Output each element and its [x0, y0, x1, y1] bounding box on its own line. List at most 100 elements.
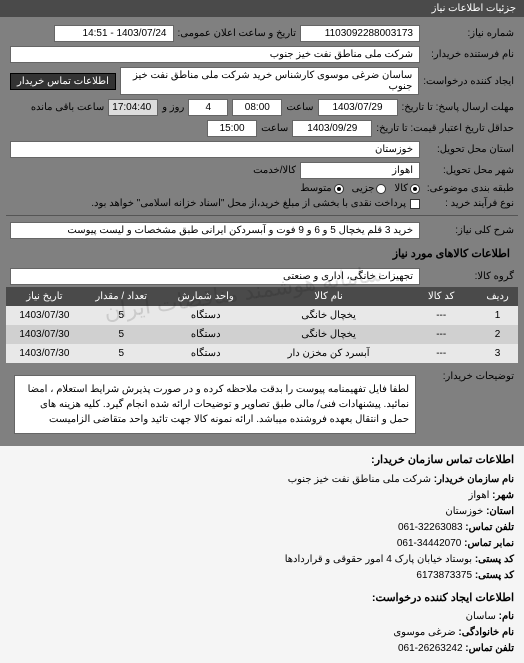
cb-postal: بوستاد خیابان پارک 4 امور حقوقی و قراردا…: [285, 554, 472, 565]
cb-city: اهواز: [469, 490, 490, 501]
cc-family-label: نام خانوادگی:: [458, 627, 514, 638]
value-buyer-org: شرکت ملی مناطق نفت خیز جنوب: [10, 46, 420, 63]
page-root: جزئیات اطلاعات نیاز شماره نیاز: 11030922…: [0, 0, 524, 663]
value-request-no: 1103092288003173: [300, 25, 420, 42]
label-process: نوع فرآیند خرید :: [424, 198, 514, 209]
value-summary: خرید 3 قلم یخچال 5 و 6 و 9 فوت و آبسردکن…: [10, 222, 420, 239]
contact-line: نام خانوادگی: ضرغی موسوی: [10, 625, 514, 641]
contact-buyer-section: اطلاعات تماس سازمان خریدار: نام سازمان خ…: [0, 446, 524, 663]
table-header: ردیف: [477, 287, 518, 306]
table-cell: دستگاه: [160, 344, 252, 363]
table-cell: 1: [477, 306, 518, 325]
label-cat-service: کالا/خدمت: [253, 165, 296, 176]
table-cell: ---: [405, 344, 477, 363]
contact-line: شهر: اهواز: [10, 488, 514, 504]
contact-buyer-title: اطلاعات تماس سازمان خریدار:: [10, 452, 514, 470]
table-cell: 5: [83, 325, 160, 344]
radio-partial[interactable]: جزیی: [352, 183, 387, 194]
row-province: استان محل تحویل: خوزستان: [6, 139, 518, 160]
cb-postal-label: کد پستی:: [475, 554, 514, 565]
radio-label-medium: متوسط: [300, 183, 331, 194]
table-cell: 5: [83, 306, 160, 325]
value-deadline-time: 08:00: [232, 99, 282, 116]
row-process: نوع فرآیند خرید : پرداخت نقدی با بخشی از…: [6, 196, 518, 211]
table-cell: ---: [405, 325, 477, 344]
value-validity-date: 1403/09/29: [292, 120, 372, 137]
contact-line: نام سازمان خریدار: شرکت ملی مناطق نفت خی…: [10, 472, 514, 488]
row-validity: حداقل تاریخ اعتبار قیمت: تا تاریخ: 1403/…: [6, 118, 518, 139]
value-validity-time: 15:00: [207, 120, 257, 137]
contact-line: نمابر تماس: 34442070-061: [10, 536, 514, 552]
cb-org: شرکت ملی مناطق نفت خیز جنوب: [288, 474, 431, 485]
table-header: کد کالا: [405, 287, 477, 306]
value-city: اهواز: [300, 162, 420, 179]
label-city: شهر محل تحویل:: [424, 165, 514, 176]
contact-line: استان: خوزستان: [10, 504, 514, 520]
contact-line: تلفن تماس: 32263083-061: [10, 520, 514, 536]
table-cell: دستگاه: [160, 306, 252, 325]
divider: [6, 215, 518, 216]
row-deadline: مهلت ارسال پاسخ: تا تاریخ: 1403/07/29 سا…: [6, 97, 518, 118]
radio-dot-icon: [334, 184, 344, 194]
label-time-remain: ساعت باقی مانده: [31, 102, 104, 113]
checkbox-process[interactable]: [410, 199, 420, 209]
goods-section-title: اطلاعات کالاهای مورد نیاز: [6, 241, 518, 266]
cb-prov: خوزستان: [445, 506, 483, 517]
radio-label-kala: کالا: [394, 183, 408, 194]
radio-dot-icon: [376, 184, 386, 194]
label-request-no: شماره نیاز:: [424, 28, 514, 39]
row-goods-group: گروه کالا: تجهیزات خانگی، اداری و صنعتی: [6, 266, 518, 287]
label-province: استان محل تحویل:: [424, 144, 514, 155]
table-row: 2---یخچال خانگیدستگاه51403/07/30: [6, 325, 518, 344]
row-buyer-org: نام فرستنده خریدار: شرکت ملی مناطق نفت خ…: [6, 44, 518, 65]
label-time-1: ساعت: [286, 102, 313, 113]
value-goods-group: تجهیزات خانگی، اداری و صنعتی: [10, 268, 420, 285]
cc-phone: 26263242-061: [398, 643, 463, 654]
form-panel: شماره نیاز: 1103092288003173 تاریخ و ساع…: [0, 17, 524, 446]
value-province: خوزستان: [10, 141, 420, 158]
table-cell: 2: [477, 325, 518, 344]
label-goods-group: گروه کالا:: [424, 271, 514, 282]
contact-buyer-button[interactable]: اطلاعات تماس خریدار: [10, 73, 116, 90]
value-deadline-date: 1403/07/29: [318, 99, 398, 116]
table-cell: 5: [83, 344, 160, 363]
cb-fax-label: نمابر تماس:: [464, 538, 514, 549]
value-remarks: لطفا فایل تفهیمنامه پیوست را بدقت ملاحظه…: [14, 375, 416, 434]
label-announce: تاریخ و ساعت اعلان عمومی:: [178, 28, 297, 39]
table-row: 1---یخچال خانگیدستگاه51403/07/30: [6, 306, 518, 325]
cb-pc-label: کد پستی:: [475, 570, 514, 581]
radio-group-category: کالا جزیی متوسط: [300, 183, 420, 194]
radio-kala[interactable]: کالا: [394, 183, 420, 194]
contact-creator-title: اطلاعات ایجاد کننده درخواست:: [10, 590, 514, 608]
label-category: طبقه بندی موضوعی:: [424, 183, 514, 194]
row-category: طبقه بندی موضوعی: کالا جزیی متوسط: [6, 181, 518, 196]
table-cell: 1403/07/30: [6, 306, 83, 325]
table-cell: آبسرد کن مخزن دار: [252, 344, 406, 363]
row-city: شهر محل تحویل: اهواز کالا/خدمت: [6, 160, 518, 181]
table-cell: یخچال خانگی: [252, 325, 406, 344]
contact-line: کد پستی: بوستاد خیابان پارک 4 امور حقوقی…: [10, 552, 514, 568]
cb-prov-label: استان:: [486, 506, 514, 517]
cc-name: ساسان: [466, 611, 496, 622]
table-row: 3---آبسرد کن مخزن داردستگاه51403/07/30: [6, 344, 518, 363]
label-creator: ایجاد کننده درخواست:: [423, 76, 514, 87]
table-header: نام کالا: [252, 287, 406, 306]
label-time-2: ساعت: [261, 123, 288, 134]
label-buyer-org: نام فرستنده خریدار:: [424, 49, 514, 60]
value-announce: 1403/07/24 - 14:51: [54, 25, 174, 42]
contact-line: تلفن تماس: 26263242-061: [10, 641, 514, 657]
row-request-no: شماره نیاز: 1103092288003173 تاریخ و ساع…: [6, 23, 518, 44]
table-cell: یخچال خانگی: [252, 306, 406, 325]
cc-family: ضرغی موسوی: [393, 627, 455, 638]
contact-line: نام: ساسان: [10, 609, 514, 625]
radio-medium[interactable]: متوسط: [300, 183, 343, 194]
radio-dot-icon: [410, 184, 420, 194]
cb-phone: 32263083-061: [398, 522, 463, 533]
cb-org-label: نام سازمان خریدار:: [434, 474, 514, 485]
label-validity: حداقل تاریخ اعتبار قیمت: تا تاریخ:: [376, 123, 514, 134]
table-cell: دستگاه: [160, 325, 252, 344]
label-summary: شرح کلی نیاز:: [424, 225, 514, 236]
table-header: واحد شمارش: [160, 287, 252, 306]
table-header: تعداد / مقدار: [83, 287, 160, 306]
cb-city-label: شهر:: [492, 490, 514, 501]
